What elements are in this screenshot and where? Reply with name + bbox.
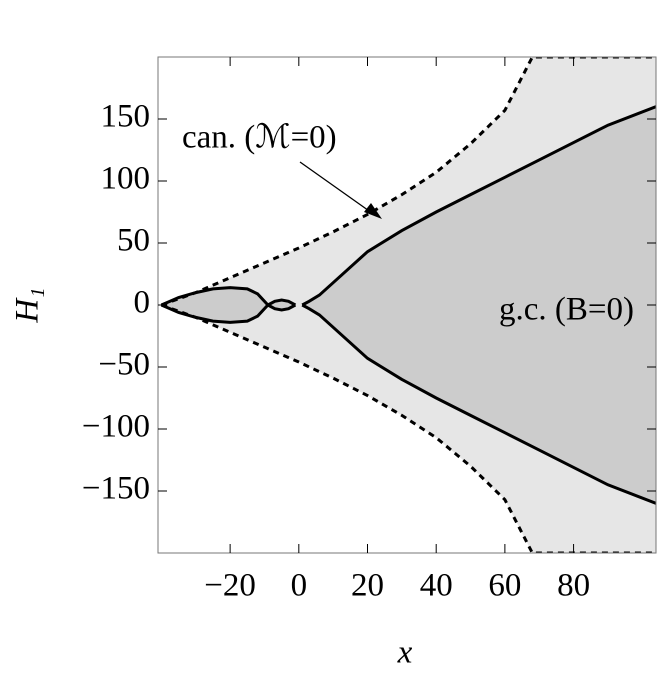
boundary-line <box>301 105 656 307</box>
x-axis-label: x <box>397 635 413 671</box>
x-tick-label: 40 <box>420 568 453 604</box>
y-tick-label: 50 <box>117 223 150 259</box>
boundary-line <box>267 298 297 307</box>
y-tick-label: −150 <box>82 471 150 507</box>
y-tick-label: −100 <box>82 409 150 445</box>
x-tick-label: −20 <box>204 568 256 604</box>
y-axis-label: H₁ <box>10 287 46 323</box>
y-tick-label: 100 <box>101 161 151 197</box>
arrow-head <box>364 203 382 219</box>
region-fill <box>302 106 656 504</box>
boundary-line <box>160 286 270 307</box>
annotation: can. (ℳ=0) <box>182 120 337 156</box>
x-tick-label: 0 <box>291 568 308 604</box>
x-tick-label: 60 <box>488 568 521 604</box>
annotation-arrow <box>299 161 373 214</box>
boundary-line <box>160 303 270 324</box>
lines <box>160 57 656 553</box>
y-tick-label: −50 <box>98 347 150 383</box>
x-tick-label: 80 <box>557 568 590 604</box>
y-tick-label: 150 <box>101 99 151 135</box>
axes: −20 0 20 40 60 80 −150 −100 −50 0 50 100 150 <box>82 57 656 604</box>
boundary-line <box>301 303 656 505</box>
annotation: g.c. (B=0) <box>499 292 634 328</box>
region-fill <box>161 287 268 323</box>
x-tick-label: 20 <box>351 568 384 604</box>
y-tick-label: 0 <box>134 285 151 321</box>
boundary-line <box>267 303 297 312</box>
